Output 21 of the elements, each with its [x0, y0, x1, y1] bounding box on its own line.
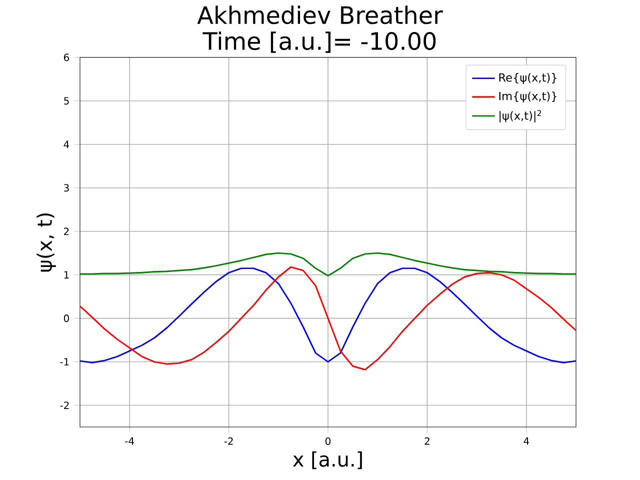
- y-tick-label: 5: [64, 97, 69, 105]
- legend-label: |ψ(x,t)|$^{2}$: [500, 110, 541, 122]
- y-tick-label: 1: [64, 271, 69, 278]
- x-tick-label: -2: [224, 437, 233, 445]
- chart-subtitle: Time [a.u.]= -10.00: [202, 32, 436, 53]
- x-tick-label: 0: [326, 437, 330, 445]
- y-tick-label: 2: [64, 228, 69, 236]
- legend-label: Re{ψ(x,t)}: [499, 73, 556, 84]
- y-tick-label: 6: [64, 54, 70, 62]
- y-tick-label: -1: [60, 358, 69, 366]
- y-tick-label: 0: [64, 314, 69, 322]
- y-tick-label: 3: [64, 184, 69, 192]
- y-tick-label: -2: [60, 402, 69, 409]
- y-tick-label: 4: [64, 140, 70, 148]
- chart-title: Akhmediev Breather: [197, 6, 443, 24]
- legend-label: Im{ψ(x,t)}: [499, 92, 556, 103]
- y-axis-title: ψ(x, t): [36, 213, 56, 272]
- x-tick-label: 4: [524, 437, 530, 445]
- x-axis-title: x [a.u.]: [292, 451, 362, 470]
- x-tick-label: 2: [424, 437, 430, 445]
- x-tick-label: -4: [125, 437, 134, 445]
